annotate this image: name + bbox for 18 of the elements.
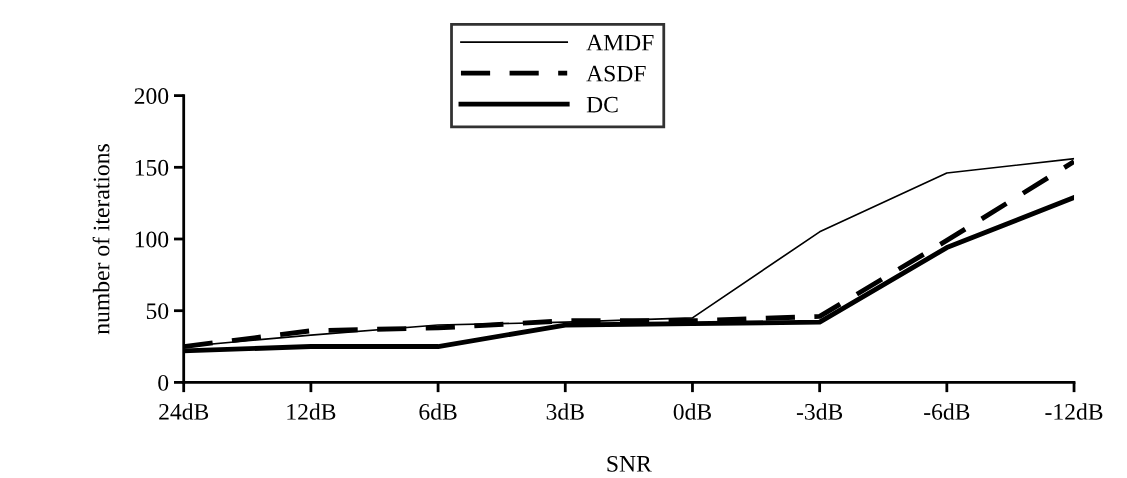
x-tick-label: 3dB: [546, 403, 584, 420]
y-tick-label: 0: [158, 374, 169, 391]
y-tick-label: 50: [146, 303, 169, 320]
x-tick-label: 0dB: [673, 403, 711, 420]
x-tick-label: -3dB: [796, 403, 843, 420]
x-tick-label: -6dB: [924, 403, 970, 420]
legend-label: ASDF: [586, 65, 646, 82]
y-tick-label: 150: [135, 159, 169, 176]
y-axis-title: number of iterations: [92, 144, 110, 335]
x-tick-label: 12dB: [287, 403, 336, 420]
x-tick-label: 6dB: [419, 403, 457, 420]
x-tick-label: 24dB: [159, 403, 209, 420]
y-tick-label: 200: [134, 88, 169, 105]
legend-label: DC: [586, 96, 618, 113]
y-tick-label: 100: [135, 231, 169, 248]
x-tick-label: -12dB: [1045, 403, 1103, 420]
legend-label: AMDF: [586, 34, 654, 51]
x-axis-title: SNR: [607, 455, 652, 472]
